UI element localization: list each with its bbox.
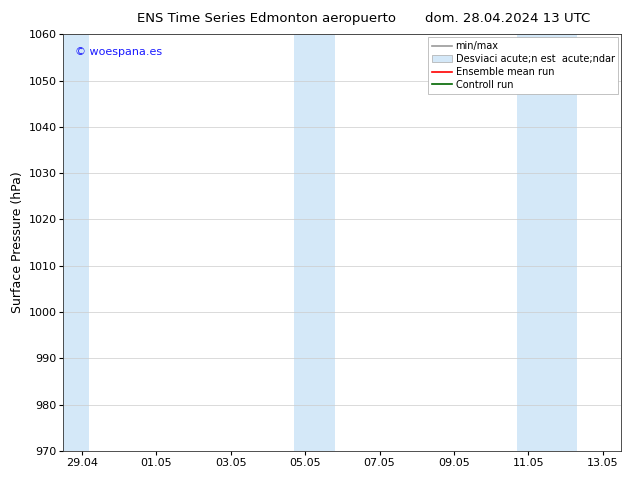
Text: ENS Time Series Edmonton aeropuerto: ENS Time Series Edmonton aeropuerto (137, 12, 396, 25)
Legend: min/max, Desviaci acute;n est  acute;ndar, Ensemble mean run, Controll run: min/max, Desviaci acute;n est acute;ndar… (429, 37, 618, 94)
Bar (294, 34, 335, 451)
Text: dom. 28.04.2024 13 UTC: dom. 28.04.2024 13 UTC (425, 12, 590, 25)
Bar (63, 34, 89, 451)
Text: © woespana.es: © woespana.es (75, 47, 162, 57)
Bar (517, 34, 577, 451)
Y-axis label: Surface Pressure (hPa): Surface Pressure (hPa) (11, 172, 24, 314)
